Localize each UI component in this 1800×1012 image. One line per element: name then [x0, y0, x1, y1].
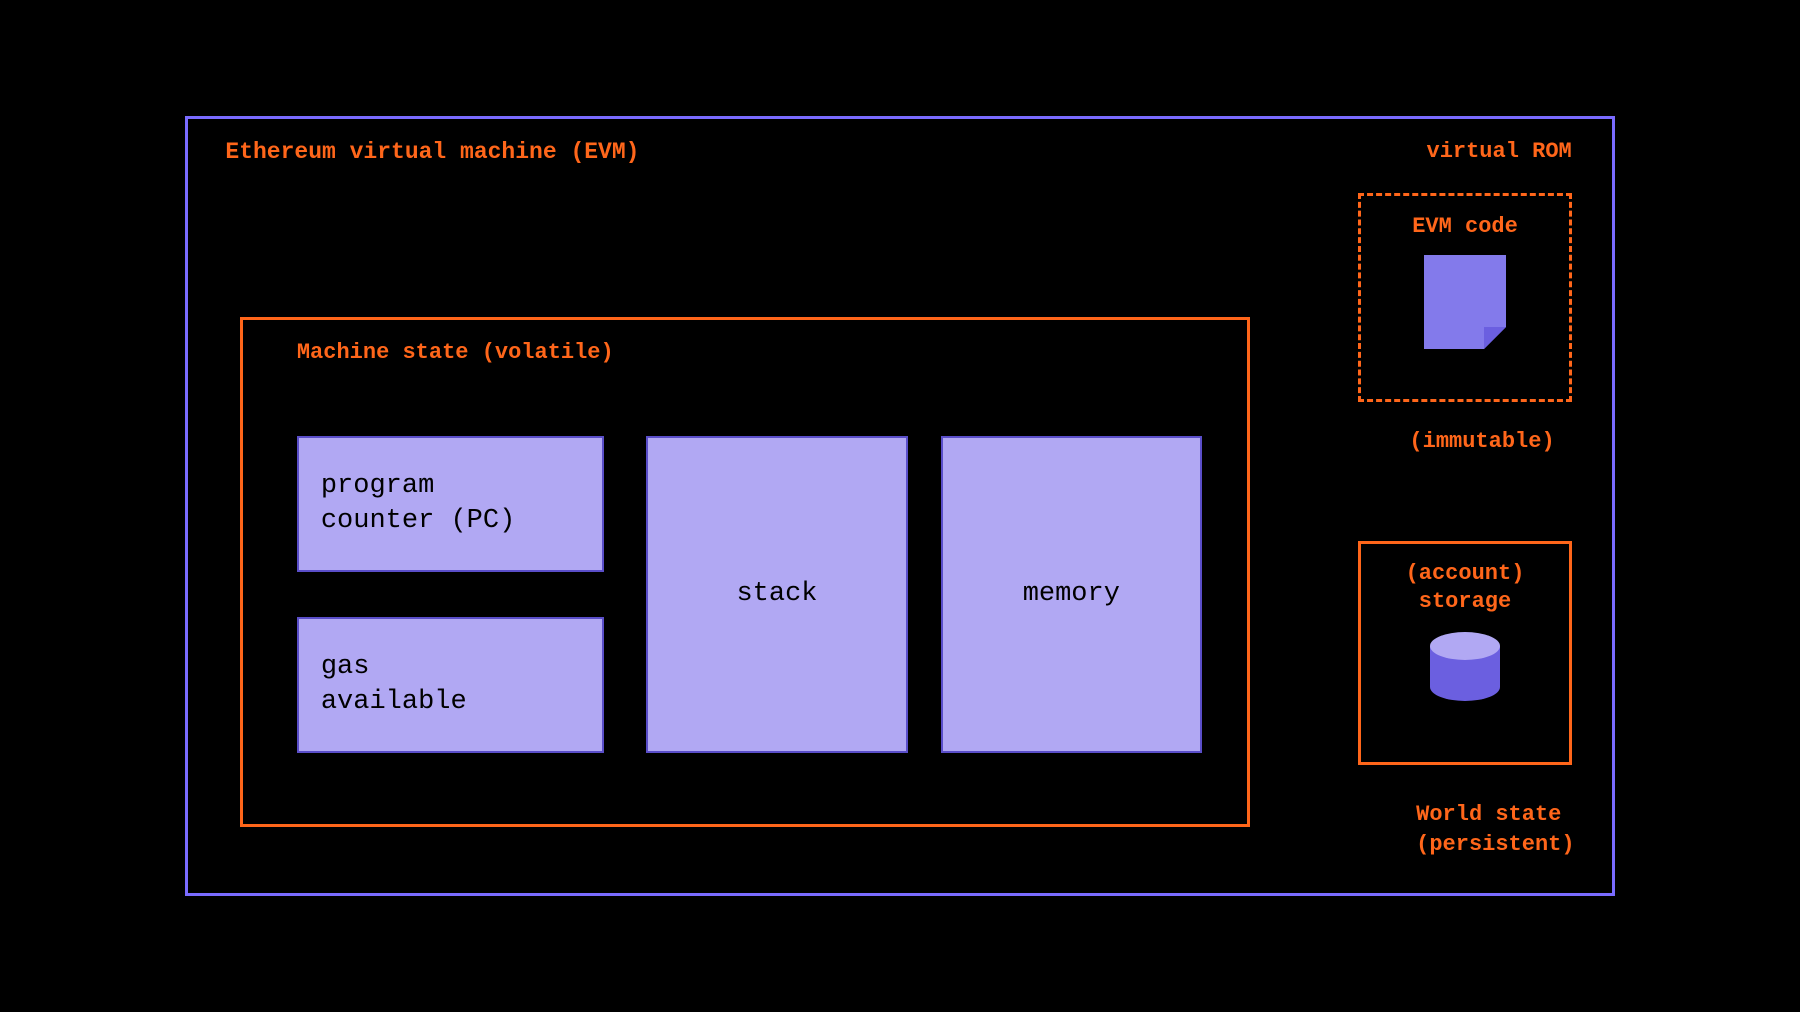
storage-box: (account) storage: [1358, 541, 1571, 765]
machine-state-box: Machine state (volatile) program counter…: [240, 317, 1250, 827]
world-state-label: World state (persistent): [1416, 800, 1574, 859]
diagram-canvas: Ethereum virtual machine (EVM) Machine s…: [185, 116, 1614, 895]
machine-state-title: Machine state (volatile): [297, 340, 614, 365]
document-icon: [1424, 255, 1506, 349]
virtual-rom-title: virtual ROM: [1427, 139, 1572, 164]
immutable-label: (immutable): [1409, 429, 1554, 454]
diagram-title: Ethereum virtual machine (EVM): [225, 139, 639, 165]
program-counter-box: program counter (PC): [297, 436, 604, 572]
database-cylinder-icon: [1427, 631, 1503, 699]
evm-code-label: EVM code: [1412, 214, 1518, 239]
stack-box: stack: [646, 436, 907, 754]
stack-label: stack: [736, 577, 817, 612]
program-counter-label: program counter (PC): [321, 469, 515, 539]
memory-label: memory: [1023, 577, 1120, 612]
storage-label: (account) storage: [1406, 560, 1525, 617]
gas-available-label: gas available: [321, 650, 467, 720]
evm-outer-box: Ethereum virtual machine (EVM) Machine s…: [185, 116, 1614, 895]
gas-available-box: gas available: [297, 617, 604, 753]
virtual-rom-box: EVM code: [1358, 193, 1571, 402]
memory-box: memory: [941, 436, 1202, 754]
